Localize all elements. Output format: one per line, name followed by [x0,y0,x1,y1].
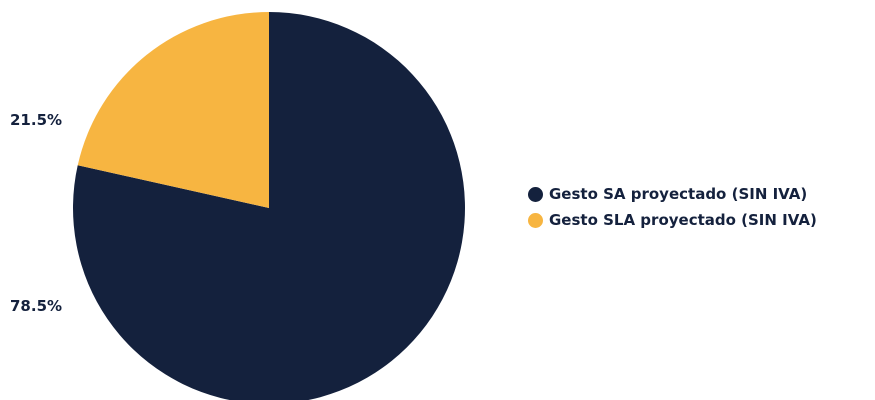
legend-item-gesto-sla[interactable]: Gesto SLA proyectado (SIN IVA) [528,207,817,233]
legend: Gesto SA proyectado (SIN IVA) Gesto SLA … [528,181,817,233]
pie-slice-1[interactable] [77,12,270,208]
legend-item-gesto-sa[interactable]: Gesto SA proyectado (SIN IVA) [528,181,817,207]
slice-label-0: 78.5% [10,297,62,315]
legend-label-gesto-sla: Gesto SLA proyectado (SIN IVA) [549,211,817,229]
slice-label-1: 21.5% [10,111,62,129]
legend-label-gesto-sa: Gesto SA proyectado (SIN IVA) [549,185,808,203]
legend-swatch-gesto-sa [528,186,543,202]
pie-slice-0[interactable] [73,12,465,400]
legend-swatch-gesto-sla [528,212,543,228]
